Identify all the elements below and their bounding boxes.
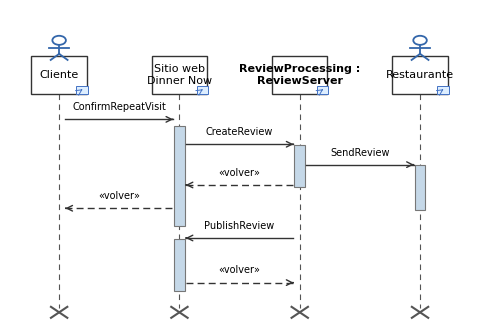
Bar — [76, 86, 88, 94]
Text: Restaurante: Restaurante — [386, 70, 454, 80]
Text: «volver»: «volver» — [219, 265, 260, 275]
Bar — [393, 56, 448, 94]
Text: «volver»: «volver» — [219, 168, 260, 178]
Text: PublishReview: PublishReview — [204, 221, 275, 231]
Bar — [31, 56, 87, 94]
Bar — [415, 165, 425, 210]
Text: SendReview: SendReview — [330, 147, 390, 157]
Bar — [197, 86, 208, 94]
Bar — [294, 145, 305, 187]
Text: ReviewProcessing :
ReviewServer: ReviewProcessing : ReviewServer — [239, 64, 361, 86]
Text: CreateReview: CreateReview — [206, 127, 273, 137]
Bar — [437, 86, 449, 94]
Text: «volver»: «volver» — [98, 191, 140, 201]
Text: ConfirmRepeatVisit: ConfirmRepeatVisit — [72, 102, 166, 112]
Bar — [272, 56, 327, 94]
Bar — [174, 126, 185, 226]
Text: Sitio web
Dinner Now: Sitio web Dinner Now — [147, 64, 212, 86]
Bar — [152, 56, 207, 94]
Text: Cliente: Cliente — [40, 70, 79, 80]
Bar — [317, 86, 328, 94]
Bar — [174, 239, 185, 291]
